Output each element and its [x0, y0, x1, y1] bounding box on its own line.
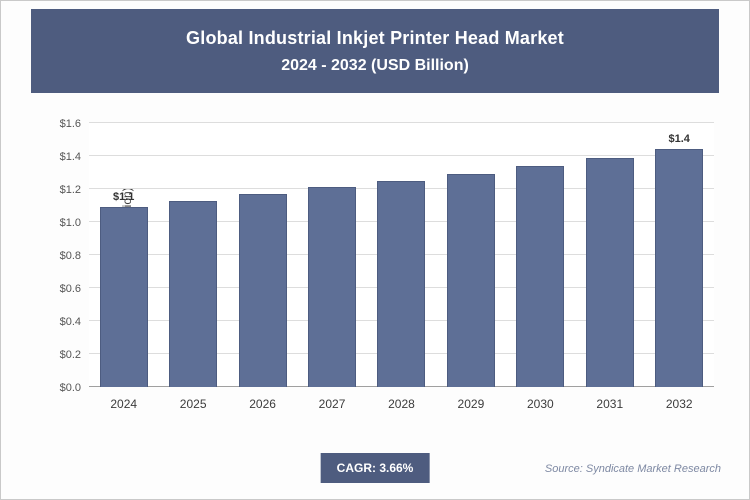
source-note: Source: Syndicate Market Research	[544, 463, 721, 475]
bar-column-2024: $1.1	[89, 123, 158, 387]
bar-column-2027	[297, 123, 366, 387]
x-tick-label-2026: 2026	[249, 397, 276, 411]
y-tick-label: $0.8	[59, 250, 81, 262]
chart-title-line1: Global Industrial Inkjet Printer Head Ma…	[186, 27, 564, 48]
x-tick-label-2025: 2025	[179, 397, 207, 411]
bar-column-2031	[575, 123, 644, 387]
bar-column-2030	[506, 123, 575, 387]
bar-column-2029	[436, 123, 505, 387]
y-tick-label: $1.6	[59, 118, 81, 130]
bar-column-2026	[228, 123, 297, 387]
gridline	[89, 122, 714, 123]
y-tick-label: $0.4	[59, 316, 81, 328]
bar-2032	[655, 149, 704, 387]
bar-2026	[238, 193, 287, 387]
bar-2028	[377, 180, 426, 387]
bar-column-2028	[367, 123, 436, 387]
y-tick-label: $1.0	[59, 217, 81, 229]
bar-column-2032: $1.4	[645, 123, 714, 387]
bar-column-2025	[158, 123, 227, 387]
y-tick-label: $1.4	[59, 151, 81, 163]
y-tick-label: $0.6	[59, 283, 81, 295]
bar-2025	[169, 200, 218, 387]
bar-value-label-2024: $1.1	[113, 191, 135, 204]
chart-header: Global Industrial Inkjet Printer Head Ma…	[31, 9, 719, 93]
bar-2029	[446, 174, 495, 387]
cagr-badge: CAGR: 3.66%	[320, 453, 430, 483]
y-tick-label: $0.0	[59, 382, 81, 394]
y-tick-label: $1.2	[59, 184, 81, 196]
x-tick-label-2024: 2024	[110, 397, 138, 411]
x-tick-label-2027: 2027	[318, 397, 346, 411]
y-tick-label: $0.2	[59, 349, 81, 361]
x-tick-label-2030: 2030	[526, 397, 554, 411]
x-tick-label-2031: 2031	[596, 397, 624, 411]
x-tick-label-2028: 2028	[388, 397, 415, 411]
bar-2031	[585, 157, 634, 387]
bars-row: $1.1 $1.4	[89, 123, 714, 387]
plot-area: Market Size (USD Billion) $1.1$1.4 $0.0$…	[60, 118, 714, 394]
bar-2030	[516, 165, 565, 387]
x-axis-labels: 2024 2025 2026 2027 2028 2029 2030 2031 2032	[89, 397, 714, 411]
bar-2027	[308, 187, 357, 387]
x-tick-label-2032: 2032	[665, 397, 693, 411]
gridline	[89, 155, 714, 156]
chart-title-line2: 2024 - 2032 (USD Billion)	[281, 56, 469, 74]
x-tick-label-2029: 2029	[457, 397, 485, 411]
bar-value-label-2032: $1.4	[668, 133, 690, 146]
bar-2024	[99, 207, 148, 387]
